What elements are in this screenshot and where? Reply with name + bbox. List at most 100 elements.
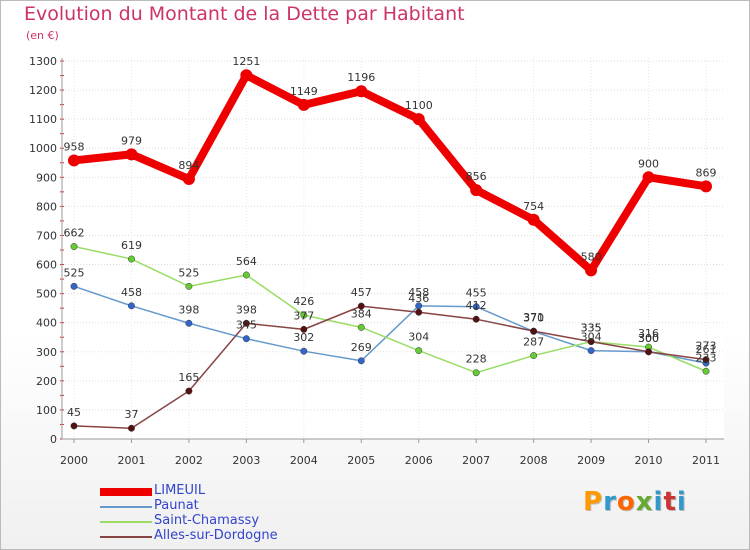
y-tick-label: 1000 (29, 142, 57, 155)
data-point-Saint-Chamassy (70, 243, 78, 250)
data-point-Saint-Chamassy (702, 367, 710, 375)
y-tick-label: 1200 (29, 84, 57, 97)
logo-letter: x (635, 487, 654, 517)
data-label-LIMEUIL: 1196 (347, 71, 375, 84)
data-point-LIMEUIL (182, 173, 195, 186)
y-tick-label: 600 (36, 259, 57, 272)
data-point-Paunat (242, 335, 250, 343)
logo-letter: r (603, 487, 617, 517)
series-line-LIMEUIL (70, 71, 710, 275)
data-label-Alles-sur-Dordogne: 412 (466, 299, 487, 312)
data-label-Alles-sur-Dordogne: 165 (178, 371, 199, 384)
data-point-Paunat (472, 303, 480, 311)
legend-swatch (100, 521, 152, 523)
data-point-LIMEUIL (470, 184, 483, 197)
data-label-Alles-sur-Dordogne: 371 (523, 311, 544, 324)
y-tick-label: 400 (36, 317, 57, 330)
x-tick-label: 2002 (175, 454, 203, 467)
legend-label: Saint-Chamassy (154, 513, 260, 528)
data-label-Alles-sur-Dordogne: 377 (293, 309, 314, 322)
data-point-LIMEUIL (585, 264, 598, 277)
data-point-Saint-Chamassy (128, 255, 135, 263)
data-point-Alles-sur-Dordogne (530, 327, 538, 335)
data-label-LIMEUIL: 869 (696, 166, 717, 179)
logo-letter: o (616, 487, 636, 517)
data-point-Paunat (128, 302, 135, 310)
data-label-Alles-sur-Dordogne: 335 (581, 322, 602, 335)
data-label-Alles-sur-Dordogne: 37 (124, 408, 138, 421)
data-point-LIMEUIL (642, 171, 655, 184)
data-point-LIMEUIL (355, 85, 368, 98)
data-point-LIMEUIL (240, 69, 253, 82)
data-label-Saint-Chamassy: 525 (178, 266, 199, 279)
y-tick-label: 0 (50, 433, 57, 446)
x-tick-label: 2006 (405, 454, 433, 467)
legend-label: Alles-sur-Dordogne (154, 528, 278, 543)
y-tick-label: 300 (36, 346, 57, 359)
data-label-Paunat: 304 (581, 331, 602, 344)
data-point-Saint-Chamassy (530, 352, 538, 359)
y-tick-label: 500 (36, 288, 57, 301)
data-point-Paunat (185, 319, 193, 327)
data-label-LIMEUIL: 900 (638, 157, 659, 170)
data-label-Saint-Chamassy: 233 (696, 351, 717, 364)
data-label-Saint-Chamassy: 304 (408, 331, 429, 344)
data-label-LIMEUIL: 856 (466, 170, 487, 183)
data-point-LIMEUIL (68, 154, 80, 167)
data-point-Alles-sur-Dordogne (645, 348, 652, 356)
data-label-Saint-Chamassy: 316 (638, 327, 659, 340)
y-tick-label: 700 (36, 229, 57, 242)
x-tick-label: 2009 (577, 454, 605, 467)
series-line-Saint-Chamassy (73, 245, 707, 374)
data-label-Paunat: 458 (121, 286, 142, 299)
data-label-Paunat: 269 (351, 341, 372, 354)
y-tick-label: 100 (36, 404, 57, 417)
data-label-Saint-Chamassy: 384 (351, 307, 372, 320)
data-label-LIMEUIL: 1149 (290, 85, 318, 98)
data-point-Saint-Chamassy (415, 347, 423, 355)
chart-title: Evolution du Montant de la Dette par Hab… (24, 3, 465, 25)
data-label-Saint-Chamassy: 426 (293, 295, 314, 308)
x-tick-label: 2003 (232, 454, 260, 467)
data-label-LIMEUIL: 580 (581, 250, 602, 263)
data-point-Saint-Chamassy (357, 323, 365, 331)
data-label-LIMEUIL: 754 (523, 200, 544, 213)
data-label-Paunat: 300 (638, 332, 659, 345)
data-point-Saint-Chamassy (300, 311, 308, 319)
data-label-Alles-sur-Dordogne: 398 (236, 303, 257, 316)
data-label-Paunat: 370 (523, 311, 544, 324)
logo-letter: i (653, 487, 664, 517)
data-label-Paunat: 261 (696, 343, 717, 356)
data-label-LIMEUIL: 1100 (405, 99, 433, 112)
data-point-Alles-sur-Dordogne (415, 308, 423, 316)
data-label-Saint-Chamassy: 662 (64, 227, 85, 240)
x-tick-label: 2011 (692, 454, 720, 467)
data-label-Saint-Chamassy: 335 (581, 322, 602, 335)
legend-swatch (100, 536, 152, 538)
data-point-Paunat (587, 347, 595, 355)
logo-letter: i (676, 487, 687, 517)
data-point-Alles-sur-Dordogne (300, 325, 308, 333)
data-label-Alles-sur-Dordogne: 45 (67, 406, 81, 419)
data-point-Alles-sur-Dordogne (128, 424, 135, 432)
data-label-Paunat: 525 (64, 266, 85, 279)
y-tick-label: 800 (36, 200, 57, 213)
data-label-LIMEUIL: 979 (121, 134, 142, 147)
data-label-Saint-Chamassy: 287 (523, 336, 544, 349)
data-point-LIMEUIL (412, 113, 425, 126)
data-point-LIMEUIL (527, 213, 540, 226)
data-label-Paunat: 302 (293, 331, 314, 344)
line-chart: 0 100 200 300 400 500 600 700 800 900 1000 1100 1200… (29, 55, 724, 467)
legend-swatch (100, 488, 152, 496)
data-point-LIMEUIL (297, 98, 310, 111)
x-tick-label: 2010 (635, 454, 663, 467)
data-label-Alles-sur-Dordogne: 300 (638, 332, 659, 345)
data-label-LIMEUIL: 894 (178, 159, 199, 172)
data-label-Paunat: 458 (408, 286, 429, 299)
x-tick-label: 2004 (290, 454, 318, 467)
chart-unit: (en €) (26, 29, 59, 42)
logo-letter: P (583, 487, 604, 517)
data-label-LIMEUIL: 958 (64, 140, 85, 153)
data-point-Alles-sur-Dordogne (702, 356, 710, 364)
plot-area (62, 58, 724, 439)
